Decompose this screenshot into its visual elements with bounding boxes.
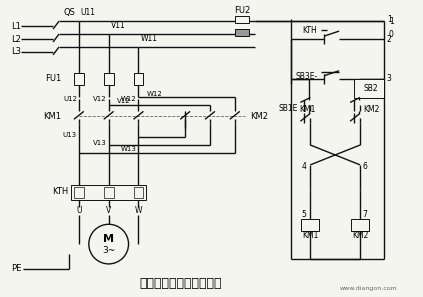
Text: W13: W13 <box>121 146 137 152</box>
Bar <box>74 187 84 198</box>
Bar <box>74 73 84 85</box>
Text: U12: U12 <box>63 97 77 102</box>
Bar <box>351 219 369 231</box>
Text: W: W <box>135 206 142 215</box>
Text: SB3E-: SB3E- <box>295 72 317 81</box>
Text: SB2: SB2 <box>364 84 378 93</box>
Bar <box>104 73 114 85</box>
Bar <box>302 219 319 231</box>
Text: V: V <box>106 206 111 215</box>
Text: 1: 1 <box>389 17 393 26</box>
Text: KTH: KTH <box>52 187 68 196</box>
Bar <box>235 16 249 23</box>
Bar <box>104 187 114 198</box>
Text: V12: V12 <box>117 98 130 105</box>
Text: V11: V11 <box>111 21 125 30</box>
Text: KM1: KM1 <box>43 112 61 121</box>
Text: M: M <box>103 234 114 244</box>
Text: QS: QS <box>64 8 76 17</box>
Text: U: U <box>76 206 82 215</box>
Text: W12: W12 <box>121 97 137 102</box>
Text: L2: L2 <box>11 34 21 44</box>
Text: 1: 1 <box>387 15 392 24</box>
Text: PE: PE <box>11 264 22 273</box>
Text: 按钮联锁正反转控制线路: 按钮联锁正反转控制线路 <box>139 277 222 290</box>
Circle shape <box>89 224 129 264</box>
Text: 7: 7 <box>362 210 367 219</box>
Bar <box>235 29 249 36</box>
Text: V13: V13 <box>93 140 107 146</box>
Text: FU2: FU2 <box>233 6 250 15</box>
Text: SB1E: SB1E <box>278 104 297 113</box>
Text: 5: 5 <box>302 210 306 219</box>
Text: U13: U13 <box>63 132 77 138</box>
Text: KM1: KM1 <box>299 105 316 114</box>
Bar <box>354 79 384 99</box>
Text: KM2: KM2 <box>363 105 379 114</box>
Text: 3: 3 <box>387 74 392 83</box>
Text: U11: U11 <box>81 8 96 17</box>
Text: 3~: 3~ <box>102 246 115 255</box>
Text: KTH: KTH <box>302 26 317 35</box>
Text: V12: V12 <box>93 97 107 102</box>
Bar <box>71 185 146 200</box>
Text: KM2: KM2 <box>352 231 368 240</box>
Text: KM1: KM1 <box>302 231 319 240</box>
Text: KM2: KM2 <box>250 112 268 121</box>
Text: www.diangon.com: www.diangon.com <box>340 286 398 291</box>
Bar <box>134 73 143 85</box>
Text: 6: 6 <box>362 162 367 171</box>
Text: FU1: FU1 <box>45 74 61 83</box>
Text: W11: W11 <box>140 34 157 42</box>
Bar <box>134 187 143 198</box>
Text: L1: L1 <box>11 22 21 31</box>
Text: 4: 4 <box>302 162 306 171</box>
Text: 0: 0 <box>389 30 394 39</box>
Text: L3: L3 <box>11 48 21 56</box>
Text: W12: W12 <box>146 91 162 97</box>
Text: 2: 2 <box>387 34 392 44</box>
